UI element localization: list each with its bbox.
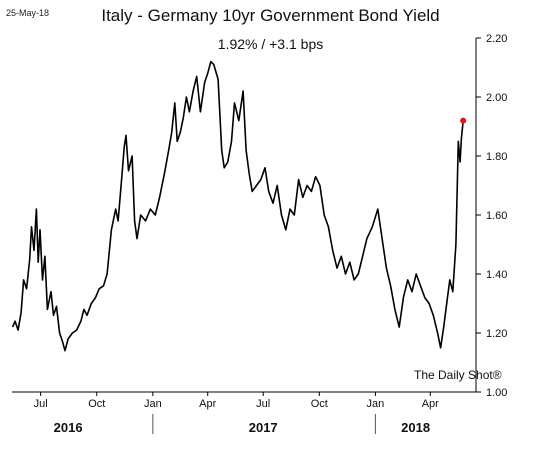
x-axis: Jul Oct Jan Apr Jul Oct Jan Apr 2016 2017 2018 (12, 391, 476, 435)
source-label: The Daily Shot® (414, 368, 502, 382)
series-line (11, 60, 464, 352)
chart-title: Italy - Germany 10yr Government Bond Yie… (101, 6, 440, 25)
y-axis: 1.00 1.20 1.40 1.60 1.80 2.00 2.20 (475, 33, 507, 399)
date-stamp: 25-May-18 (6, 8, 50, 18)
y-tick-label: 1.40 (486, 269, 507, 281)
x-tick-label: Jan (144, 398, 162, 410)
x-tick-label: Jan (367, 398, 385, 410)
y-tick-label: 1.80 (486, 151, 507, 163)
x-tick-label: Jul (256, 398, 270, 410)
series-line-group (11, 60, 464, 352)
y-tick-label: 1.60 (486, 210, 507, 222)
year-label: 2017 (249, 420, 278, 435)
last-point-marker-group (460, 117, 467, 124)
y-tick-label: 1.20 (486, 328, 507, 340)
y-tick-label: 1.00 (486, 387, 507, 399)
x-tick-label: Oct (88, 398, 105, 410)
chart-subtitle: 1.92% / +3.1 bps (217, 36, 324, 52)
year-label: 2016 (54, 420, 83, 435)
y-tick-label: 2.20 (486, 33, 507, 45)
x-tick-label: Jul (34, 398, 48, 410)
year-label: 2018 (401, 420, 430, 435)
x-tick-label: Oct (311, 398, 328, 410)
x-tick-label: Apr (199, 398, 216, 410)
x-tick-label: Apr (422, 398, 439, 410)
last-point-marker (460, 117, 467, 124)
y-tick-label: 2.00 (486, 92, 507, 104)
